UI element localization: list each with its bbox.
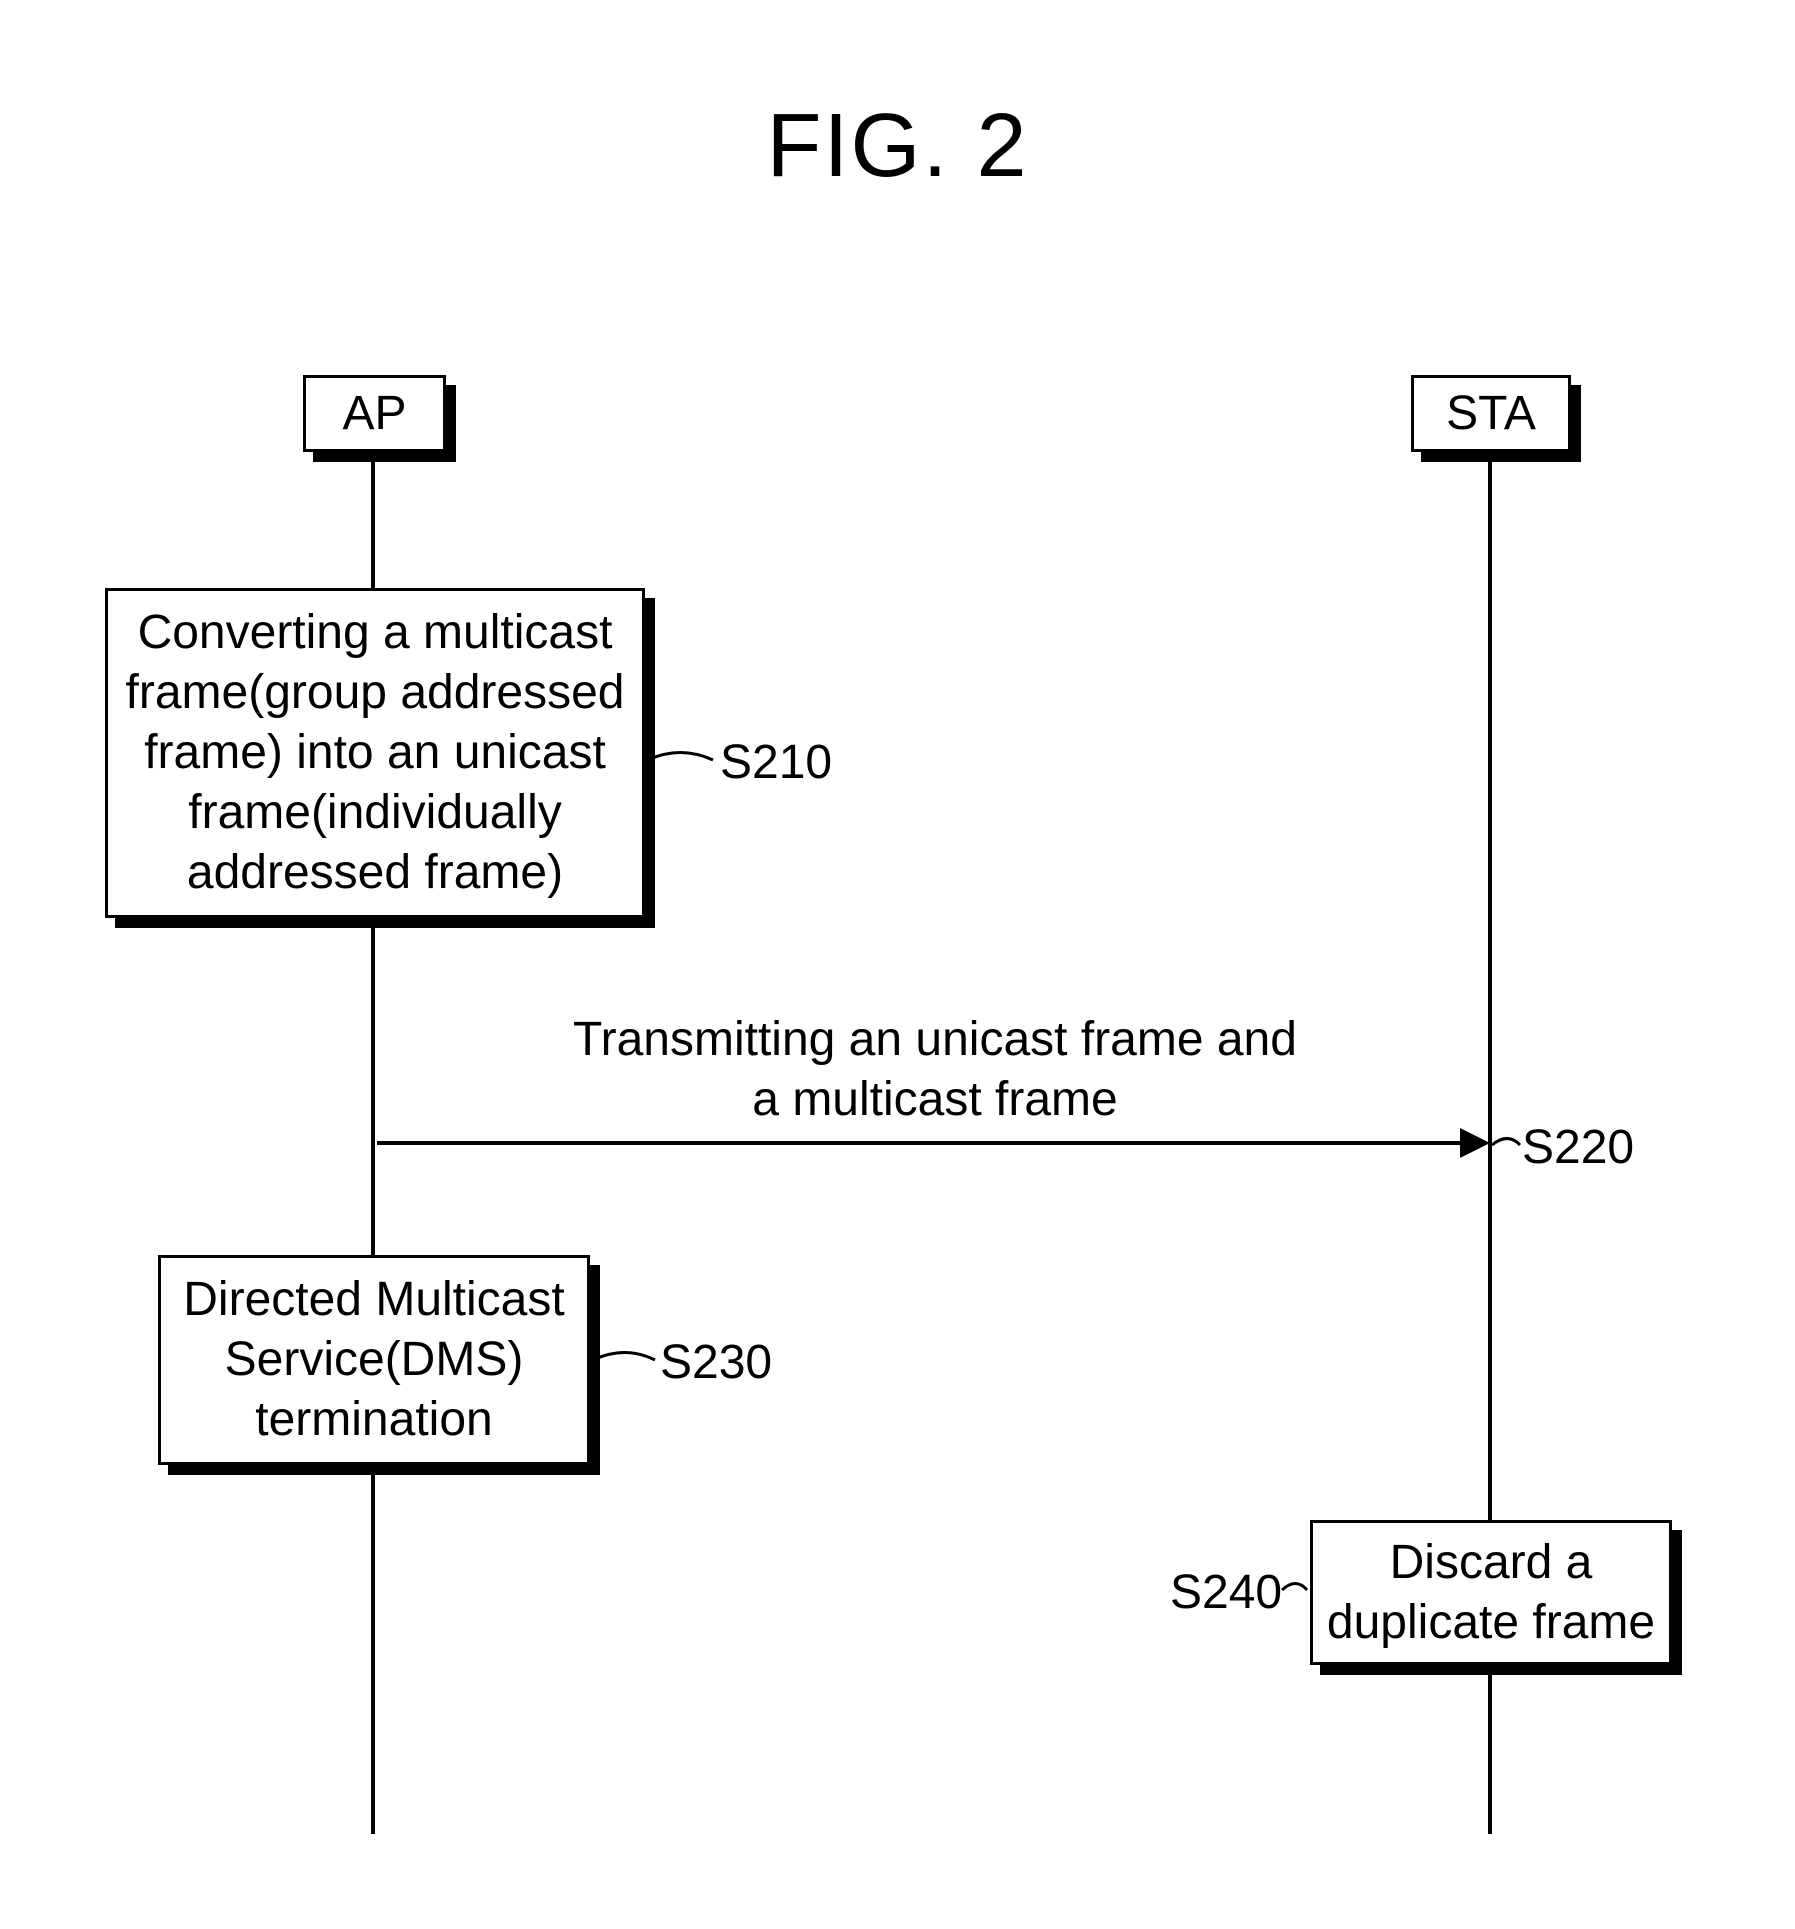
figure-canvas: FIG. 2 AP STA Converting a multicast fra… xyxy=(0,0,1795,1929)
s240-leader xyxy=(0,0,1795,1929)
s240-label: S240 xyxy=(1170,1565,1282,1620)
